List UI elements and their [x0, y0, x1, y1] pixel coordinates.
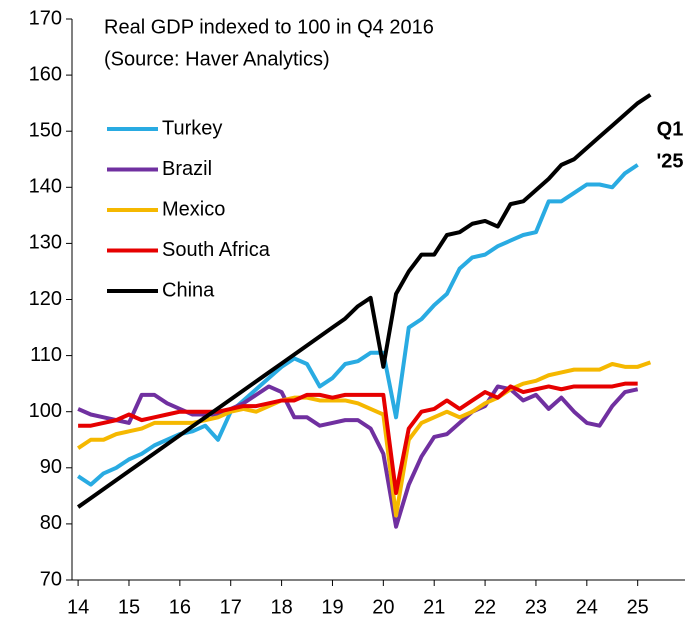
chart-title: Real GDP indexed to 100 in Q4 2016: [104, 16, 434, 38]
x-tick-label: 21: [423, 596, 445, 618]
annotation: Q1: [657, 118, 684, 140]
x-tick-label: 15: [118, 596, 140, 618]
y-tick-label: 140: [29, 176, 62, 198]
x-tick-label: 18: [270, 596, 292, 618]
x-tick-label: 16: [169, 596, 191, 618]
x-tick-label: 17: [220, 596, 242, 618]
annotation: '25: [656, 150, 683, 172]
y-tick-label: 70: [40, 568, 62, 590]
x-tick-label: 24: [576, 596, 598, 618]
series-line: [77, 360, 652, 518]
legend-label: Brazil: [162, 158, 212, 180]
y-tick-label: 90: [40, 456, 62, 478]
series-line: [76, 93, 652, 509]
y-tick-label: 120: [29, 288, 62, 310]
legend-label: Turkey: [162, 117, 222, 139]
series-line: [78, 381, 638, 496]
y-tick-label: 130: [29, 232, 62, 254]
x-tick-label: 14: [67, 596, 89, 618]
series-line: [77, 163, 639, 487]
y-tick-label: 170: [29, 7, 62, 29]
chart-title: (Source: Haver Analytics): [104, 48, 330, 70]
x-tick-label: 22: [474, 596, 496, 618]
y-tick-label: 100: [29, 400, 62, 422]
legend-label: Mexico: [162, 198, 225, 220]
x-tick-label: 20: [372, 596, 394, 618]
y-tick-label: 80: [40, 512, 62, 534]
series-line: [77, 384, 639, 529]
x-tick-label: 23: [525, 596, 547, 618]
y-tick-label: 110: [30, 344, 62, 366]
x-tick-label: 25: [627, 596, 649, 618]
legend-label: South Africa: [162, 239, 271, 261]
y-tick-label: 150: [29, 119, 62, 141]
y-tick-label: 160: [29, 63, 62, 85]
x-tick-label: 19: [321, 596, 343, 618]
legend-label: China: [162, 279, 215, 301]
